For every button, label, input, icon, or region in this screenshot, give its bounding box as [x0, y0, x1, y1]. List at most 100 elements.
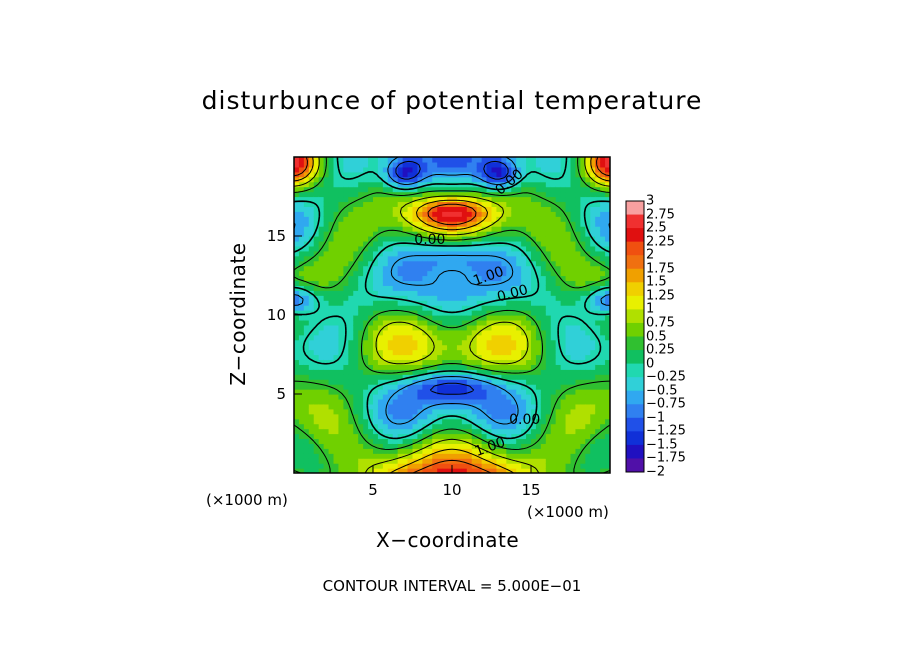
field-cell: [397, 394, 404, 400]
field-cell: [580, 236, 586, 242]
field-cell: [521, 448, 527, 454]
field-cell: [501, 191, 507, 198]
field-cell: [590, 295, 596, 301]
field-cell: [338, 423, 344, 430]
field-cell: [600, 265, 606, 272]
field-cell: [442, 161, 448, 168]
field-cell: [521, 211, 527, 217]
field-cell: [348, 418, 354, 425]
field-cell: [605, 324, 610, 331]
field-cell: [521, 324, 527, 331]
field-cell: [531, 166, 537, 173]
field-cell: [308, 379, 315, 385]
field-cell: [373, 231, 379, 237]
field-cell: [496, 157, 502, 163]
field-cell: [511, 413, 517, 420]
field-cell: [338, 453, 344, 459]
field-cell: [377, 468, 384, 473]
field-cell: [501, 413, 507, 420]
field-cell: [506, 418, 512, 425]
field-cell: [382, 403, 389, 410]
contour-line: [294, 157, 610, 473]
field-cell: [456, 275, 463, 282]
field-cell: [476, 443, 483, 449]
field-cell: [550, 166, 557, 173]
field-cell: [402, 226, 409, 232]
field-cell: [466, 191, 473, 198]
field-cell: [501, 423, 507, 430]
field-cell: [427, 349, 433, 356]
field-cell: [303, 389, 310, 395]
field-cell: [466, 349, 473, 356]
field-cell: [353, 408, 359, 415]
field-cell: [540, 191, 547, 198]
field-cell: [565, 186, 572, 193]
field-cell: [605, 181, 610, 188]
field-cell: [422, 428, 428, 435]
field-cell: [318, 221, 325, 227]
field-cell: [570, 339, 577, 346]
field-cell: [437, 176, 443, 183]
field-cell: [595, 226, 601, 232]
field-cell: [491, 389, 498, 395]
field-cell: [298, 221, 305, 227]
field-cell: [486, 458, 493, 464]
field-cell: [531, 428, 537, 435]
field-cell: [432, 186, 438, 193]
field-cell: [481, 157, 488, 163]
field-cell: [303, 448, 310, 454]
field-cell: [382, 458, 389, 464]
field-cell: [358, 463, 364, 469]
field-cell: [526, 240, 532, 247]
field-cell: [461, 344, 468, 351]
field-cell: [466, 359, 473, 365]
x-tick-label: 15: [521, 481, 541, 499]
field-cell: [461, 315, 468, 321]
field-cell: [298, 423, 305, 430]
field-cell: [417, 216, 423, 222]
field-cell: [392, 285, 399, 291]
field-cell: [348, 305, 354, 311]
field-cell: [481, 443, 488, 449]
colorbar-tick-label: −0.75: [646, 396, 686, 412]
field-cell: [575, 374, 581, 380]
field-cell: [466, 453, 473, 459]
field-cell: [323, 270, 330, 277]
field-cell: [298, 354, 305, 361]
field-cell: [377, 196, 384, 203]
field-cell: [348, 359, 354, 365]
field-cell: [387, 389, 394, 395]
field-cell: [560, 186, 567, 193]
field-cell: [452, 305, 458, 311]
field-cell: [496, 438, 502, 444]
field-cell: [486, 468, 493, 473]
field-cell: [358, 310, 364, 316]
field-cell: [412, 384, 419, 390]
field-cell: [442, 394, 448, 400]
field-cell: [605, 201, 610, 207]
field-cell: [600, 329, 606, 336]
field-cell: [392, 161, 399, 168]
field-cell: [565, 394, 572, 400]
field-cell: [521, 216, 527, 222]
field-cell: [605, 344, 610, 351]
field-cell: [511, 448, 517, 454]
field-cell: [377, 221, 384, 227]
field-cell: [412, 398, 419, 405]
field-cell: [417, 384, 423, 390]
field-cell: [437, 216, 443, 222]
field-cell: [466, 245, 473, 252]
field-cell: [407, 463, 414, 469]
field-cell: [545, 443, 552, 449]
field-cell: [432, 349, 438, 356]
field-cell: [526, 389, 532, 395]
field-cell: [442, 265, 448, 272]
field-cell: [570, 295, 577, 301]
field-cell: [358, 374, 364, 380]
field-cell: [373, 329, 379, 336]
field-cell: [595, 448, 601, 454]
field-cell: [491, 329, 498, 336]
field-cell: [506, 176, 512, 183]
field-cell: [476, 448, 483, 454]
field-cell: [294, 344, 300, 351]
